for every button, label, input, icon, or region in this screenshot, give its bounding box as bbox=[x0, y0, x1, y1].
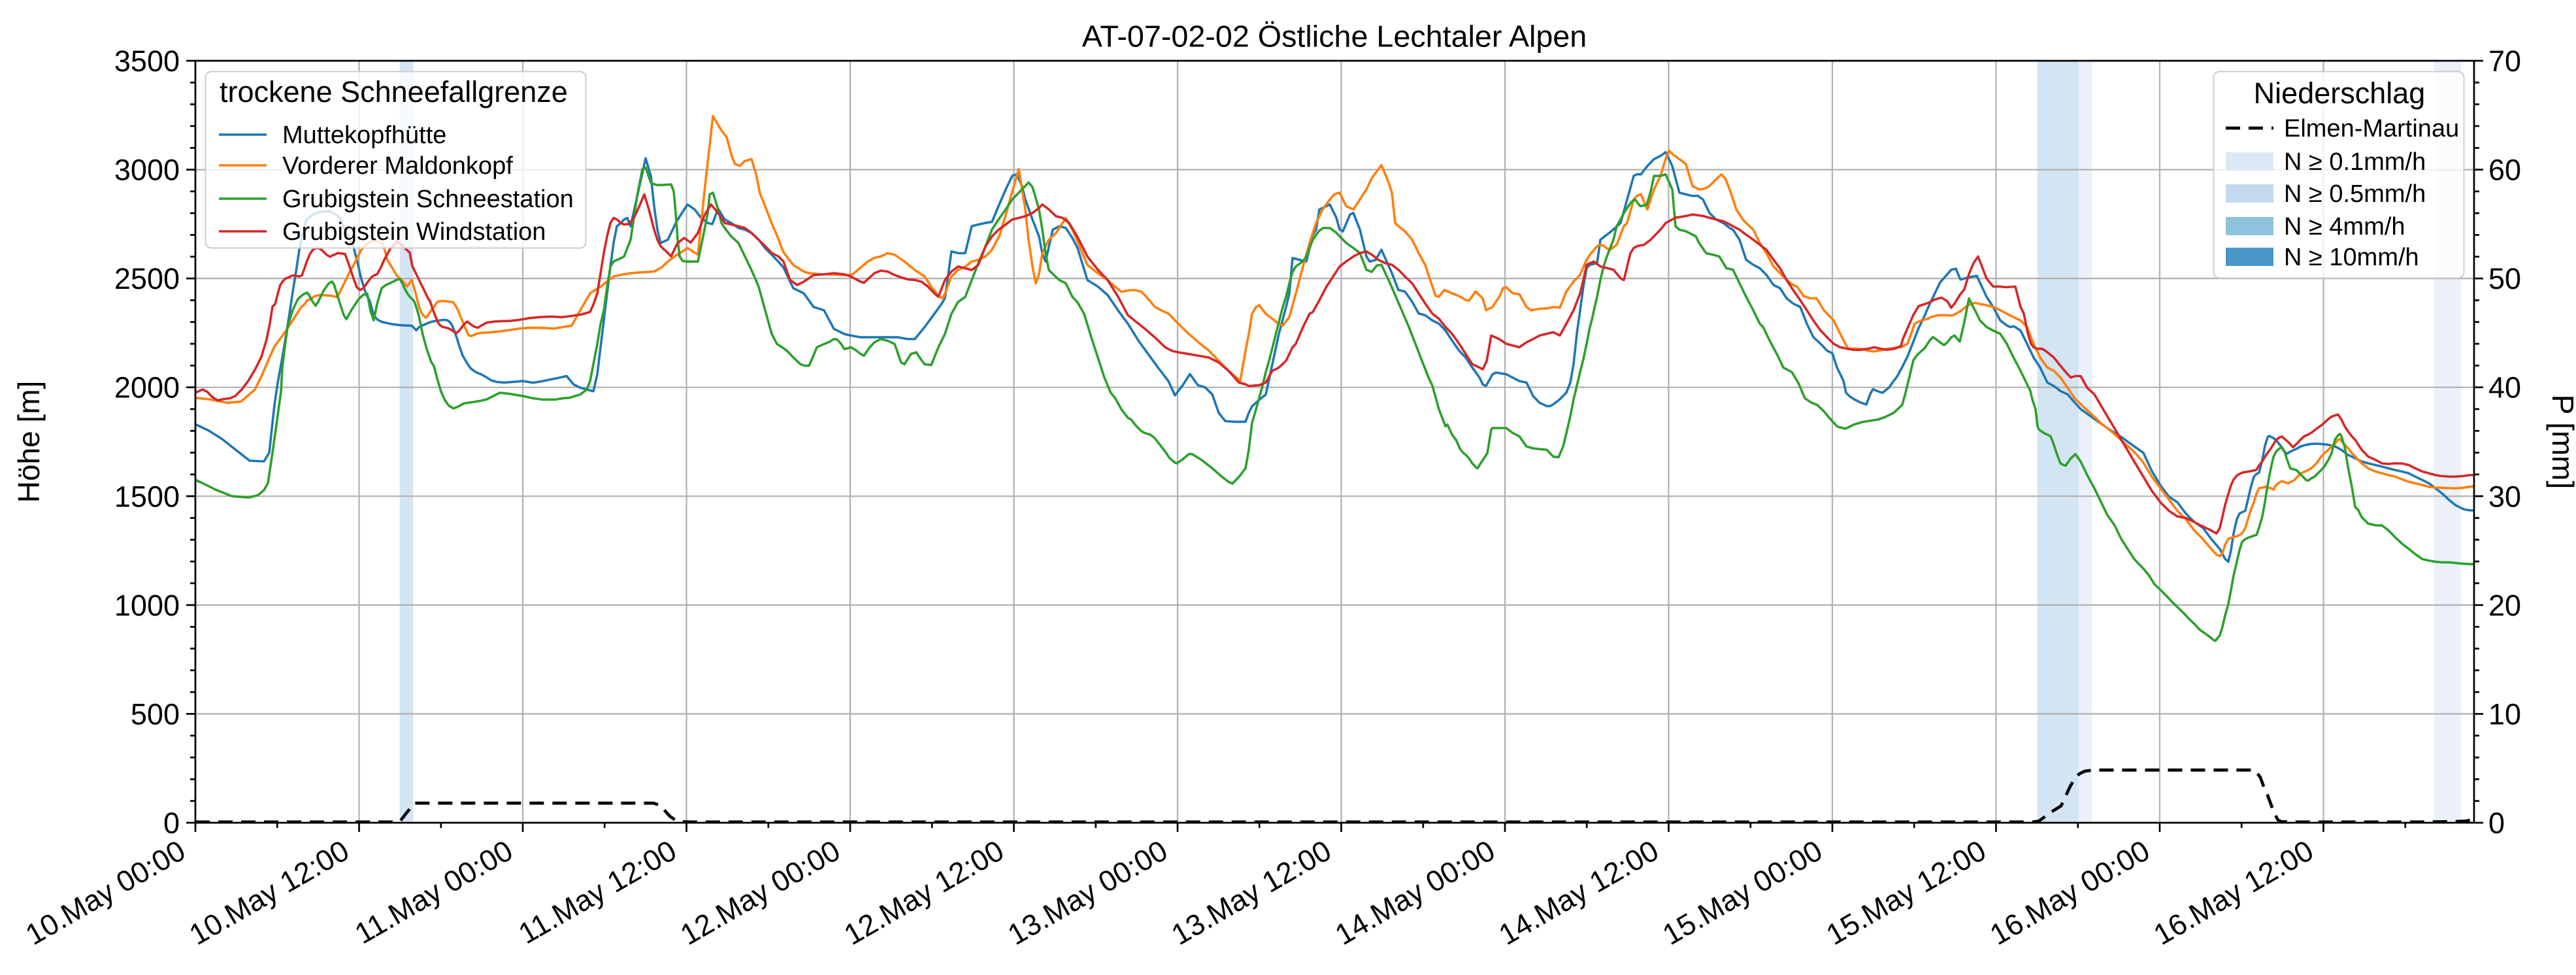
svg-text:40: 40 bbox=[2488, 371, 2521, 405]
svg-text:10: 10 bbox=[2488, 697, 2521, 731]
svg-text:60: 60 bbox=[2488, 154, 2521, 187]
svg-text:0: 0 bbox=[2488, 806, 2505, 840]
svg-text:500: 500 bbox=[131, 697, 180, 731]
svg-text:Grubigstein Windstation: Grubigstein Windstation bbox=[282, 218, 546, 246]
svg-text:Muttekopfhütte: Muttekopfhütte bbox=[282, 122, 446, 149]
svg-text:Höhe [m]: Höhe [m] bbox=[12, 381, 46, 503]
svg-text:N ≥ 0.5mm/h: N ≥ 0.5mm/h bbox=[2284, 180, 2426, 208]
svg-text:N ≥ 0.1mm/h: N ≥ 0.1mm/h bbox=[2284, 148, 2426, 176]
svg-text:0: 0 bbox=[163, 806, 180, 840]
svg-text:Niederschlag: Niederschlag bbox=[2254, 76, 2426, 110]
svg-text:N ≥ 4mm/h: N ≥ 4mm/h bbox=[2284, 213, 2405, 240]
svg-text:Grubigstein Schneestation: Grubigstein Schneestation bbox=[282, 186, 574, 213]
svg-text:N ≥ 10mm/h: N ≥ 10mm/h bbox=[2284, 244, 2419, 271]
svg-text:Vorderer Maldonkopf: Vorderer Maldonkopf bbox=[282, 152, 513, 180]
svg-text:Elmen-Martinau: Elmen-Martinau bbox=[2284, 115, 2459, 142]
svg-text:3000: 3000 bbox=[114, 154, 180, 187]
svg-text:20: 20 bbox=[2488, 589, 2521, 622]
svg-text:P [mm]: P [mm] bbox=[2546, 395, 2576, 489]
svg-text:50: 50 bbox=[2488, 262, 2521, 295]
svg-text:2000: 2000 bbox=[114, 371, 180, 405]
svg-text:trockene Schneefallgrenze: trockene Schneefallgrenze bbox=[220, 75, 568, 108]
svg-text:1500: 1500 bbox=[114, 480, 180, 513]
svg-text:30: 30 bbox=[2488, 480, 2521, 513]
svg-text:AT-07-02-02 Östliche Lechtaler: AT-07-02-02 Östliche Lechtaler Alpen bbox=[1082, 20, 1587, 54]
svg-text:70: 70 bbox=[2488, 44, 2521, 78]
svg-text:3500: 3500 bbox=[114, 44, 180, 78]
svg-text:1000: 1000 bbox=[114, 589, 180, 622]
svg-text:2500: 2500 bbox=[114, 262, 180, 295]
